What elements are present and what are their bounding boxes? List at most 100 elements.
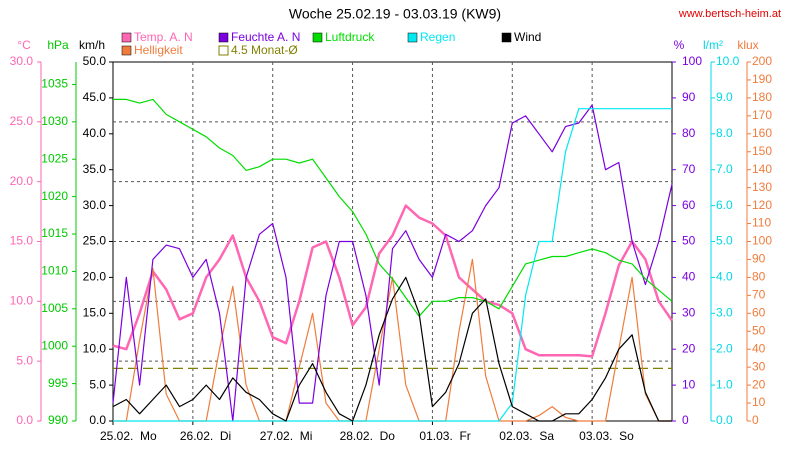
legend-label: 4.5 Monat-Ø [231,43,298,57]
legend-label: Feuchte A. N [231,30,300,44]
y-tick-label: 160 [752,126,772,140]
y-tick-label: 15.0 [10,234,34,248]
x-tick-label: 26.02. Di [180,429,231,443]
y-tick-label: 25.0 [83,234,107,248]
y-tick-label: 1.0 [716,377,733,391]
y-tick-label: 10 [682,377,696,391]
y-tick-label: 5.0 [716,234,733,248]
y-tick-label: 100 [682,54,702,68]
y-tick-label: 5.0 [89,377,106,391]
y-tick-label: 90 [752,252,766,266]
y-tick-label: 9.0 [716,90,733,104]
y-tick-label: 3.0 [716,305,733,319]
legend-label: Luftdruck [325,30,375,44]
y-tick-label: 30 [752,359,766,373]
x-tick-label: 03.03. So [579,429,634,443]
y-tick-label: 1015 [41,226,68,240]
legend-swatch [501,32,512,43]
y-tick-label: 200 [752,54,772,68]
source: www.bertsch-heim.at [678,8,781,20]
y-tick-label: 1030 [41,114,68,128]
y-tick-label: 150 [752,144,772,158]
x-tick-label: 02.03. Sa [499,429,554,443]
legend-label: Regen [420,30,455,44]
axis-unit: % [674,38,685,52]
series-line [112,104,673,422]
y-tick-label: 20.0 [83,270,107,284]
y-tick-label: 6.0 [716,198,733,212]
y-tick-label: 50.0 [83,54,107,68]
series-line [112,204,674,358]
y-tick-label: 80 [682,126,696,140]
y-tick-label: 40 [752,341,766,355]
y-tick-label: 35.0 [83,162,107,176]
y-tick-label: 15.0 [83,305,107,319]
y-tick-label: 1010 [41,264,68,278]
legend-swatch [218,45,229,56]
y-tick-label: 1005 [41,301,68,315]
legend-swatch [407,32,418,43]
y-tick-label: 10.0 [10,294,34,308]
y-tick-label: 20.0 [10,174,34,188]
y-tick-label: 170 [752,108,772,122]
axis-unit: l/m² [703,38,723,52]
series-line [113,258,672,422]
series-line [113,98,673,317]
x-tick-label: 25.02. Mo [100,429,157,443]
y-tick-label: 50 [752,323,766,337]
y-tick-label: 1025 [41,151,68,165]
y-tick-label: 0 [752,413,759,427]
y-tick-label: 10.0 [83,341,107,355]
y-tick-label: 190 [752,72,772,86]
y-tick-label: 20 [752,377,766,391]
legend-label: Temp. A. N [134,30,193,44]
y-tick-label: 90 [682,90,696,104]
legend-swatch [121,32,132,43]
y-tick-label: 120 [752,198,772,212]
y-tick-label: 30 [682,305,696,319]
y-tick-label: 140 [752,162,772,176]
legend-swatch [312,32,323,43]
y-tick-label: 60 [752,305,766,319]
y-tick-label: 60 [682,198,696,212]
axis-unit: km/h [79,38,105,52]
y-tick-label: 990 [48,413,68,427]
series-line [112,276,672,422]
y-tick-label: 80 [752,270,766,284]
legend-swatch [121,45,132,56]
y-tick-label: 0.0 [16,413,33,427]
y-tick-label: 40.0 [83,126,107,140]
y-tick-label: 30.0 [83,198,107,212]
y-tick-label: 0.0 [716,413,733,427]
axis-unit: klux [737,38,758,52]
y-tick-label: 1000 [41,338,68,352]
legend-label: Helligkeit [134,43,183,57]
y-tick-label: 70 [752,288,766,302]
y-tick-label: 10.0 [716,54,740,68]
y-tick-label: 30.0 [10,54,34,68]
x-tick-label: 28.02. Do [340,429,396,443]
y-tick-label: 0 [682,413,689,427]
chart-title: Woche 25.02.19 - 03.03.19 (KW9) [289,6,501,22]
axis-unit: °C [17,38,31,52]
y-tick-label: 0.0 [89,413,106,427]
axis-unit: hPa [47,38,69,52]
y-tick-label: 8.0 [716,126,733,140]
y-tick-label: 100 [752,234,772,248]
y-tick-label: 40 [682,270,696,284]
y-tick-label: 50 [682,234,696,248]
y-tick-label: 20 [682,341,696,355]
y-tick-label: 180 [752,90,772,104]
y-tick-label: 7.0 [716,162,733,176]
legend-swatch [218,32,229,43]
y-tick-label: 45.0 [83,90,107,104]
y-tick-label: 25.0 [10,114,34,128]
x-tick-label: 27.02. Mi [260,429,313,443]
y-tick-label: 5.0 [16,353,33,367]
y-tick-label: 130 [752,180,772,194]
y-tick-label: 70 [682,162,696,176]
x-tick-label: 01.03. Fr [419,429,470,443]
legend-label: Wind [514,30,541,44]
y-tick-label: 2.0 [716,341,733,355]
